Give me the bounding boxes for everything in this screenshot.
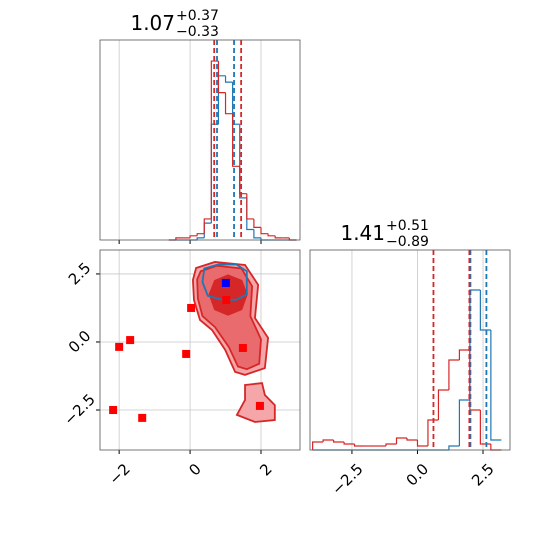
title-value: 1.07 (130, 11, 175, 35)
histogram-step (469, 350, 481, 411)
marker (109, 406, 118, 414)
contour (201, 263, 248, 301)
histogram-step (448, 359, 460, 390)
x-tick-label: 0.0 (403, 460, 433, 490)
histogram-step (210, 60, 219, 219)
histogram-step (353, 444, 366, 447)
x-tick-label: 2.5 (468, 460, 498, 490)
x-tick-label: 0 (185, 460, 204, 479)
x-tick-label: −2.5 (328, 460, 366, 498)
axes-frame (309, 249, 511, 451)
histogram-step (267, 233, 276, 237)
marker (126, 336, 135, 345)
histogram-step (253, 229, 261, 239)
contour (235, 382, 276, 423)
axes-frame (99, 39, 301, 241)
marker (182, 349, 191, 358)
histogram-step (203, 222, 212, 238)
axes-frame (99, 249, 301, 451)
histogram-step (246, 197, 254, 231)
title-upper: +0.37 (176, 8, 219, 24)
marker (187, 303, 196, 312)
truth-marker (221, 278, 230, 287)
title-value: 1.41 (340, 221, 385, 245)
y-tick-label: 2.5 (65, 259, 95, 289)
histogram-step (274, 235, 283, 239)
histogram-step (395, 437, 407, 444)
marker (255, 401, 264, 410)
marker (138, 413, 147, 422)
histogram-step (217, 61, 226, 94)
histogram-step (322, 439, 334, 442)
x-tick-label: 2 (256, 460, 275, 479)
histogram-step (490, 444, 502, 451)
histogram-step (253, 218, 261, 228)
histogram-step (260, 227, 269, 235)
histogram-step (189, 235, 198, 238)
histogram-step (196, 233, 205, 236)
histogram-step (196, 237, 205, 240)
histogram-step (246, 193, 254, 220)
histogram-step (479, 410, 491, 445)
histogram-step (239, 166, 247, 195)
histogram-step (490, 330, 502, 441)
histogram-step (203, 218, 212, 234)
title-upper: +0.51 (386, 218, 429, 234)
y-tick-label: −2.5 (60, 390, 98, 428)
histogram-step (343, 442, 355, 445)
histogram-step (416, 440, 428, 447)
title-lower: −0.89 (386, 234, 429, 250)
histogram-step (239, 124, 247, 199)
histogram-step (427, 419, 439, 446)
histogram-step (479, 290, 491, 331)
title-lower: −0.33 (176, 24, 219, 40)
histogram-step (448, 445, 460, 450)
marker (115, 342, 124, 351)
histogram-step (175, 237, 183, 240)
histogram-step (332, 440, 345, 443)
histogram-step (217, 75, 226, 125)
histogram-step (232, 113, 240, 167)
histogram-step (224, 75, 233, 83)
histogram-step (385, 443, 397, 446)
histogram-step (458, 399, 470, 446)
y-tick-label: 0.0 (65, 327, 95, 357)
histogram-step (224, 92, 233, 115)
histogram-step (437, 389, 449, 420)
marker (238, 343, 247, 352)
histogram-step (458, 349, 470, 360)
marker (222, 296, 231, 305)
x-tick-label: −2 (106, 460, 134, 488)
histogram-step (312, 441, 324, 450)
histogram-step (469, 289, 481, 400)
histogram-step (406, 438, 418, 441)
